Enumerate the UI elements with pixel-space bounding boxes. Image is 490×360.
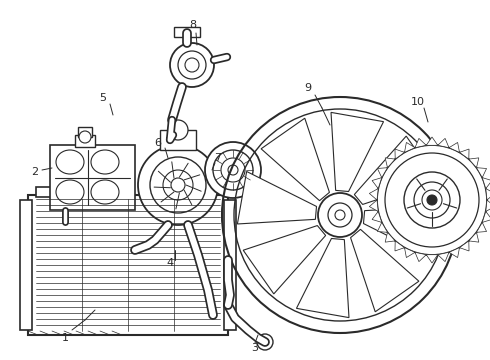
Circle shape bbox=[404, 172, 460, 228]
Text: 1: 1 bbox=[62, 333, 69, 343]
Polygon shape bbox=[395, 149, 405, 159]
Polygon shape bbox=[449, 143, 460, 152]
Polygon shape bbox=[369, 200, 378, 211]
Circle shape bbox=[427, 195, 437, 205]
Text: 7: 7 bbox=[215, 153, 221, 163]
Polygon shape bbox=[237, 171, 317, 224]
Polygon shape bbox=[377, 222, 388, 232]
Text: 3: 3 bbox=[251, 343, 259, 353]
Polygon shape bbox=[426, 137, 438, 145]
Polygon shape bbox=[385, 232, 395, 242]
Polygon shape bbox=[469, 232, 479, 242]
Text: 4: 4 bbox=[167, 258, 173, 268]
Bar bbox=[78, 127, 92, 137]
Polygon shape bbox=[460, 149, 469, 159]
Bar bbox=[50, 145, 135, 210]
Polygon shape bbox=[415, 138, 426, 148]
Polygon shape bbox=[243, 226, 326, 294]
Circle shape bbox=[138, 145, 218, 225]
Bar bbox=[75, 135, 95, 147]
Circle shape bbox=[377, 145, 487, 255]
Circle shape bbox=[257, 334, 273, 350]
Bar bbox=[20, 200, 32, 330]
Polygon shape bbox=[364, 206, 442, 258]
Polygon shape bbox=[331, 112, 384, 192]
Circle shape bbox=[414, 182, 450, 218]
Polygon shape bbox=[377, 168, 388, 177]
Text: 2: 2 bbox=[31, 167, 39, 177]
Circle shape bbox=[422, 190, 442, 210]
Polygon shape bbox=[449, 248, 460, 257]
Circle shape bbox=[79, 131, 91, 143]
Bar bbox=[224, 200, 236, 330]
Bar bbox=[174, 27, 200, 37]
Polygon shape bbox=[395, 241, 405, 251]
Bar bbox=[160, 130, 196, 150]
Polygon shape bbox=[405, 143, 415, 152]
Circle shape bbox=[328, 203, 352, 227]
Text: 10: 10 bbox=[411, 97, 425, 107]
Circle shape bbox=[178, 51, 206, 79]
Polygon shape bbox=[385, 158, 395, 168]
Circle shape bbox=[163, 170, 193, 200]
Text: 8: 8 bbox=[190, 20, 196, 30]
Polygon shape bbox=[372, 177, 382, 189]
Polygon shape bbox=[415, 252, 426, 262]
Circle shape bbox=[221, 158, 245, 182]
Polygon shape bbox=[354, 136, 437, 204]
Circle shape bbox=[170, 43, 214, 87]
Polygon shape bbox=[486, 200, 490, 211]
Text: 6: 6 bbox=[154, 138, 162, 148]
Circle shape bbox=[171, 178, 185, 192]
Polygon shape bbox=[350, 229, 419, 312]
Polygon shape bbox=[460, 241, 469, 251]
Circle shape bbox=[185, 58, 199, 72]
Circle shape bbox=[150, 157, 206, 213]
Polygon shape bbox=[261, 118, 329, 201]
Polygon shape bbox=[486, 189, 490, 200]
Bar bbox=[28, 195, 228, 335]
Text: 9: 9 bbox=[304, 83, 312, 93]
Polygon shape bbox=[476, 222, 487, 232]
Bar bbox=[36, 187, 54, 197]
Polygon shape bbox=[426, 255, 438, 263]
Polygon shape bbox=[369, 189, 378, 200]
Circle shape bbox=[335, 210, 345, 220]
Polygon shape bbox=[482, 211, 490, 222]
Polygon shape bbox=[438, 252, 449, 262]
Polygon shape bbox=[372, 211, 382, 222]
Polygon shape bbox=[482, 177, 490, 189]
Circle shape bbox=[318, 193, 362, 237]
Polygon shape bbox=[438, 138, 449, 148]
Polygon shape bbox=[296, 238, 349, 318]
Circle shape bbox=[213, 150, 253, 190]
Circle shape bbox=[205, 142, 261, 198]
Circle shape bbox=[168, 120, 188, 140]
Polygon shape bbox=[405, 248, 415, 257]
Polygon shape bbox=[469, 158, 479, 168]
Circle shape bbox=[228, 165, 238, 175]
Polygon shape bbox=[476, 168, 487, 177]
Text: 5: 5 bbox=[99, 93, 106, 103]
